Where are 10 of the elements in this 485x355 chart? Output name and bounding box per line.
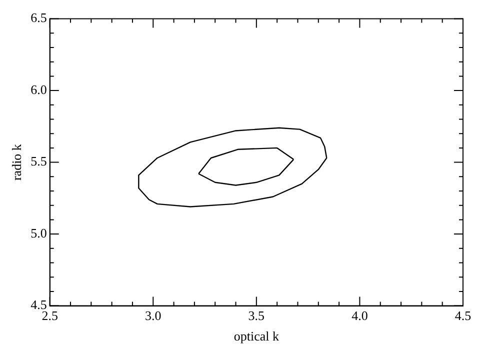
y-axis-title: radio k: [9, 144, 24, 181]
x-tick-label: 4.5: [454, 308, 472, 324]
x-axis-title: optical k: [234, 328, 280, 344]
y-tick-label: 6.5: [30, 10, 47, 26]
y-tick-label: 5.0: [30, 225, 47, 240]
y-tick-label: 6.0: [30, 82, 47, 97]
x-tick-label: 3.5: [248, 308, 265, 324]
y-tick-label: 5.5: [30, 154, 47, 169]
x-tick-label: 4.0: [352, 308, 368, 324]
x-tick-label: 3.0: [145, 308, 162, 324]
